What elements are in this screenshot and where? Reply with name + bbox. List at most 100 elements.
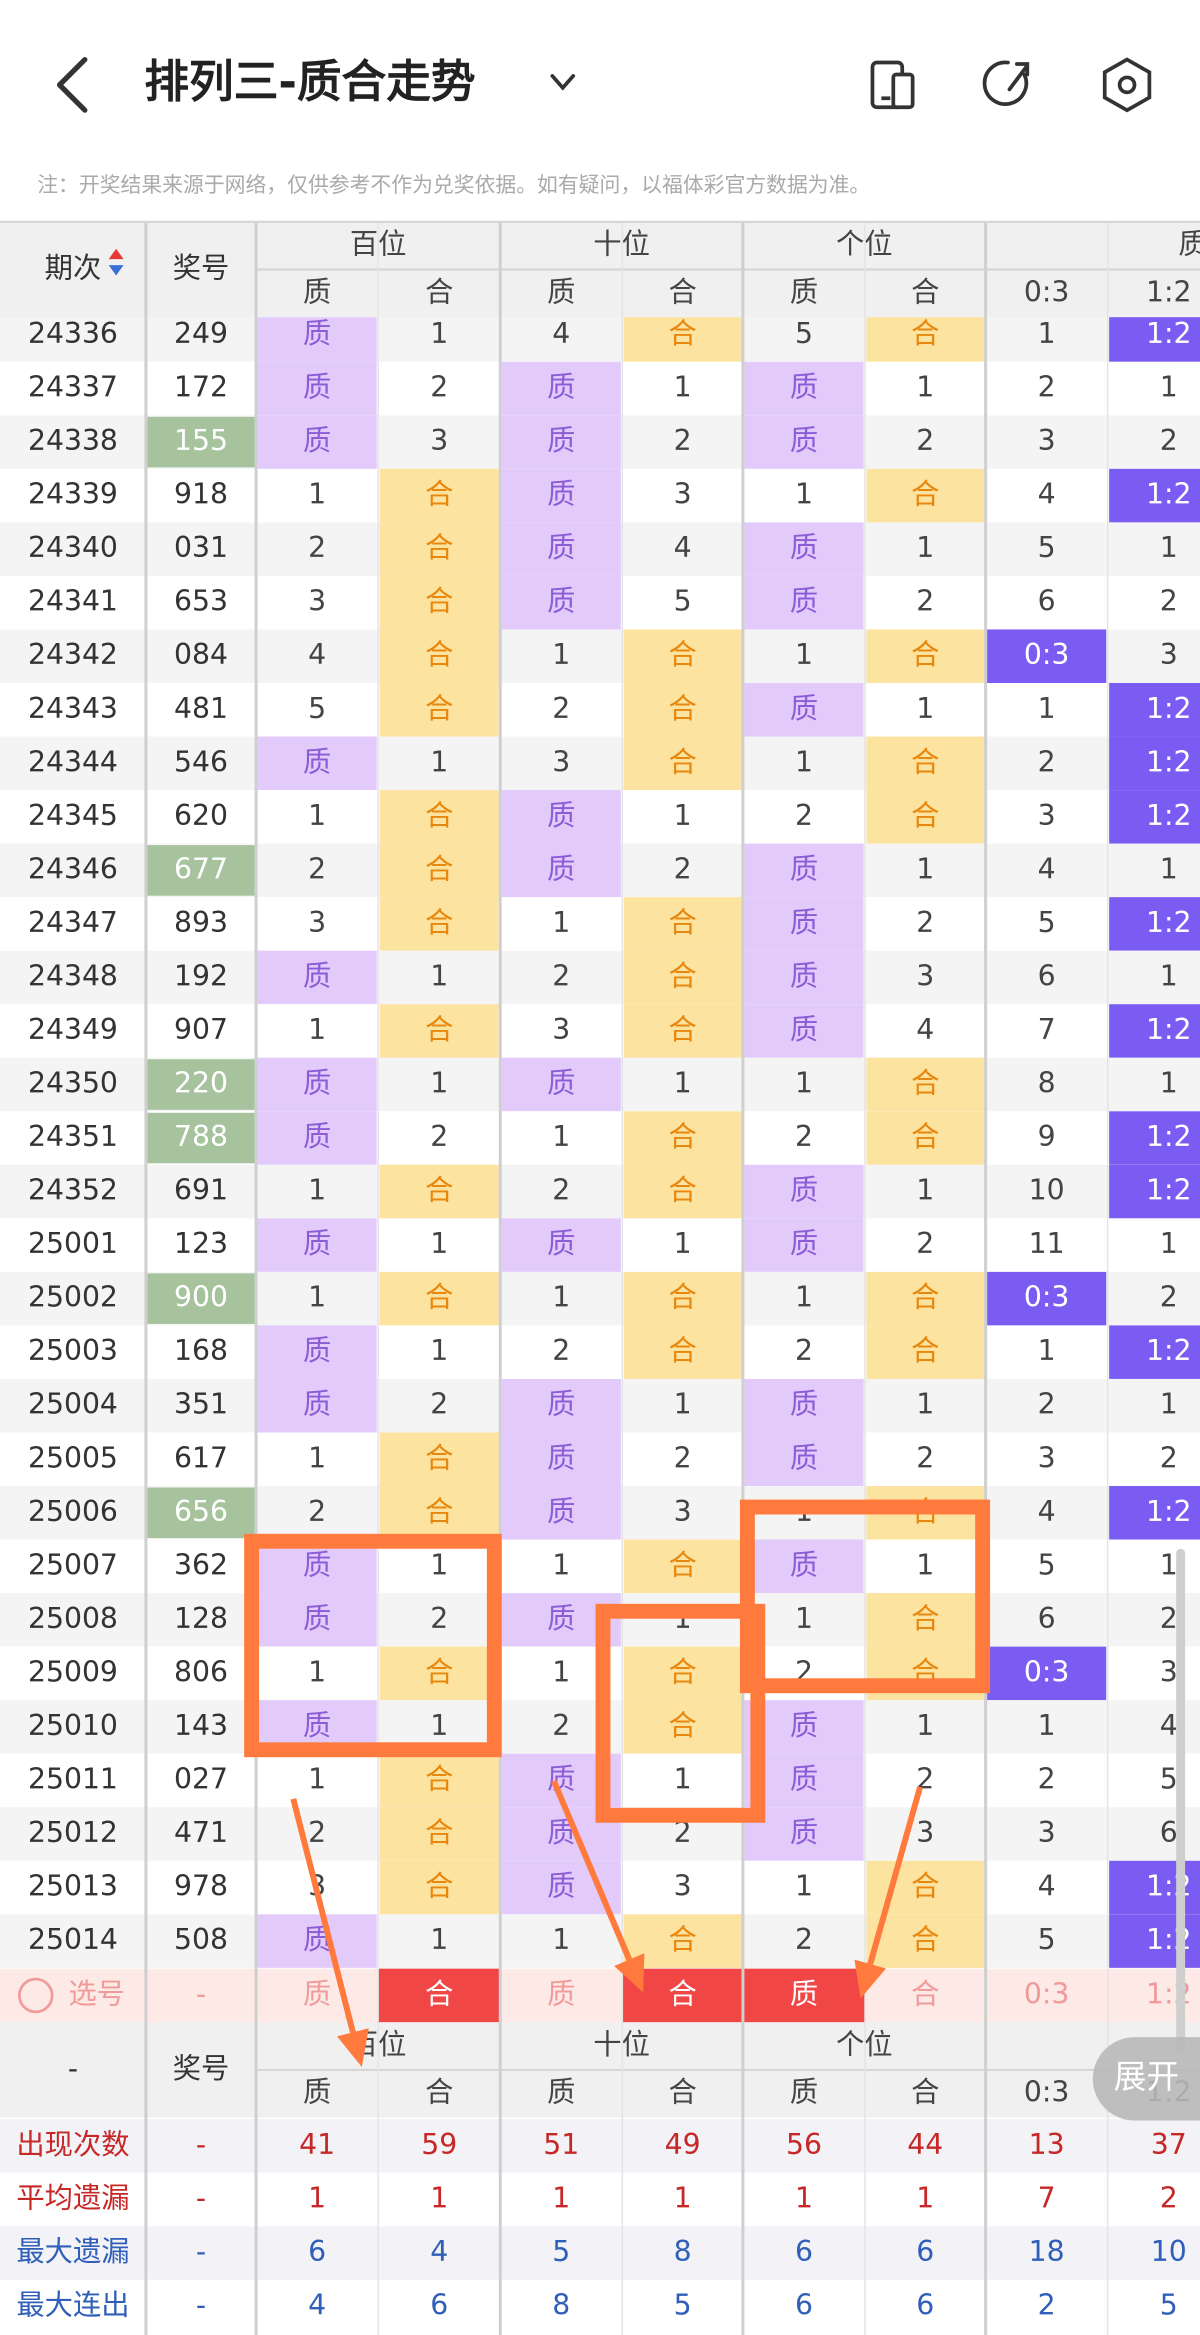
row-background [0, 1004, 1200, 1058]
stat-value: 5 [674, 2289, 692, 2322]
select-option[interactable]: 0:3 [1024, 1977, 1070, 2010]
hit-label: 合 [668, 1120, 696, 1153]
hit-label: 1:2 [1146, 745, 1192, 778]
miss-count: 1 [1160, 959, 1178, 992]
hit-cell [257, 950, 377, 1005]
dropdown-toggle[interactable] [550, 74, 576, 91]
selected-cell[interactable] [742, 1968, 866, 2023]
miss-count: 2 [674, 1441, 692, 1474]
period: 25012 [28, 1816, 118, 1849]
stat-value: 56 [786, 2128, 822, 2161]
select-option[interactable]: 质 [303, 1977, 331, 2010]
hit-label: 1:2 [1146, 1495, 1192, 1528]
select-radio[interactable] [18, 1977, 54, 2014]
miss-count: 3 [1160, 1655, 1178, 1688]
draw-number: 653 [174, 585, 228, 618]
period: 25009 [28, 1655, 118, 1688]
miss-count: 2 [1038, 1388, 1056, 1421]
draw-number: 128 [174, 1602, 228, 1635]
miss-count: 3 [308, 585, 326, 618]
share-icon[interactable] [982, 60, 1030, 106]
period-header[interactable]: 期次 [45, 252, 102, 285]
select-option[interactable]: 合 [425, 1977, 453, 2010]
sort-down[interactable] [108, 265, 124, 276]
hit-label: 质 [790, 424, 818, 457]
stat-value: 1 [308, 2181, 326, 2214]
settings-icon[interactable] [1102, 57, 1152, 113]
stat-value: 51 [543, 2128, 579, 2161]
number-highlight [147, 1273, 255, 1324]
stat-row-bg [0, 2226, 1200, 2280]
hit-label: 合 [911, 1120, 939, 1153]
miss-count: 1 [552, 1548, 570, 1581]
miss-count: 3 [916, 959, 934, 992]
period: 24349 [28, 1013, 118, 1046]
sort-up[interactable] [108, 248, 124, 260]
expand-button[interactable]: 展开 [1114, 2058, 1179, 2096]
draw-number: 249 [174, 317, 228, 350]
select-option[interactable]: 合 [668, 1977, 696, 2010]
miss-count: 1 [916, 531, 934, 564]
hit-cell [987, 629, 1107, 684]
miss-count: 2 [674, 1816, 692, 1849]
hit-label: 合 [425, 1281, 453, 1314]
hit-label: 质 [790, 531, 818, 564]
miss-count: 3 [916, 1816, 934, 1849]
hit-label: 合 [911, 478, 939, 511]
miss-count: 1 [430, 959, 448, 992]
footer-sub-header: 质 [790, 2076, 818, 2109]
hit-cell [744, 1432, 864, 1487]
stat-value: - [196, 2128, 206, 2161]
hit-cell [623, 950, 742, 1005]
draw-number: 172 [174, 371, 228, 404]
hit-label: 质 [790, 1174, 818, 1207]
hit-cell [501, 575, 621, 630]
miss-count: 1 [916, 1174, 934, 1207]
miss-count: 3 [1038, 1816, 1056, 1849]
page-title: 排列三-质合走势 [144, 56, 475, 108]
sub-header: 合 [668, 275, 696, 308]
miss-count: 2 [308, 1816, 326, 1849]
miss-count: 6 [1038, 959, 1056, 992]
miss-count: 2 [916, 424, 934, 457]
miss-count: 4 [674, 531, 692, 564]
back-button[interactable] [56, 56, 88, 113]
hit-label: 质 [303, 959, 331, 992]
draw-number: 220 [174, 1067, 228, 1100]
miss-count: 2 [308, 1495, 326, 1528]
miss-count: 4 [1038, 1495, 1056, 1528]
stat-value: 18 [1029, 2235, 1065, 2268]
period: 25013 [28, 1870, 118, 1903]
stat-row-bg [0, 2119, 1200, 2173]
hit-cell [501, 415, 621, 469]
hit-cell [866, 1593, 985, 1647]
draw-number: 691 [174, 1174, 228, 1207]
disclaimer-note: 注：开奖结果来源于网络，仅供参考不作为兑奖依据。如有疑问，以福体彩官方数据为准。 [37, 173, 870, 197]
period: 25001 [28, 1227, 118, 1260]
miss-count: 6 [1038, 1602, 1056, 1635]
stat-value: 1 [916, 2181, 934, 2214]
selected-cell[interactable] [378, 1968, 501, 2023]
device-icon[interactable] [870, 60, 915, 110]
miss-count: 8 [1038, 1067, 1056, 1100]
expand-button-bg[interactable] [1092, 2037, 1200, 2121]
miss-count: 1 [430, 1334, 448, 1367]
miss-count: 11 [1029, 1227, 1065, 1260]
hit-label: 合 [911, 745, 939, 778]
draw-number: 168 [174, 1334, 228, 1367]
select-option[interactable]: 合 [911, 1977, 939, 2010]
hit-cell [501, 1057, 621, 1112]
period: 25005 [28, 1441, 118, 1474]
hit-label: 质 [790, 692, 818, 725]
miss-count: 4 [1160, 1709, 1178, 1742]
hit-cell [623, 897, 742, 951]
hit-cell [379, 629, 499, 684]
hit-label: 1:2 [1146, 1013, 1192, 1046]
miss-count: 1 [552, 906, 570, 939]
miss-count: 1 [1160, 1388, 1178, 1421]
select-label[interactable]: 选号 [68, 1977, 125, 2010]
row-background [0, 683, 1200, 737]
select-option[interactable]: 质 [790, 1977, 818, 2010]
hit-label: 合 [911, 1870, 939, 1903]
select-option[interactable]: 质 [547, 1977, 575, 2010]
